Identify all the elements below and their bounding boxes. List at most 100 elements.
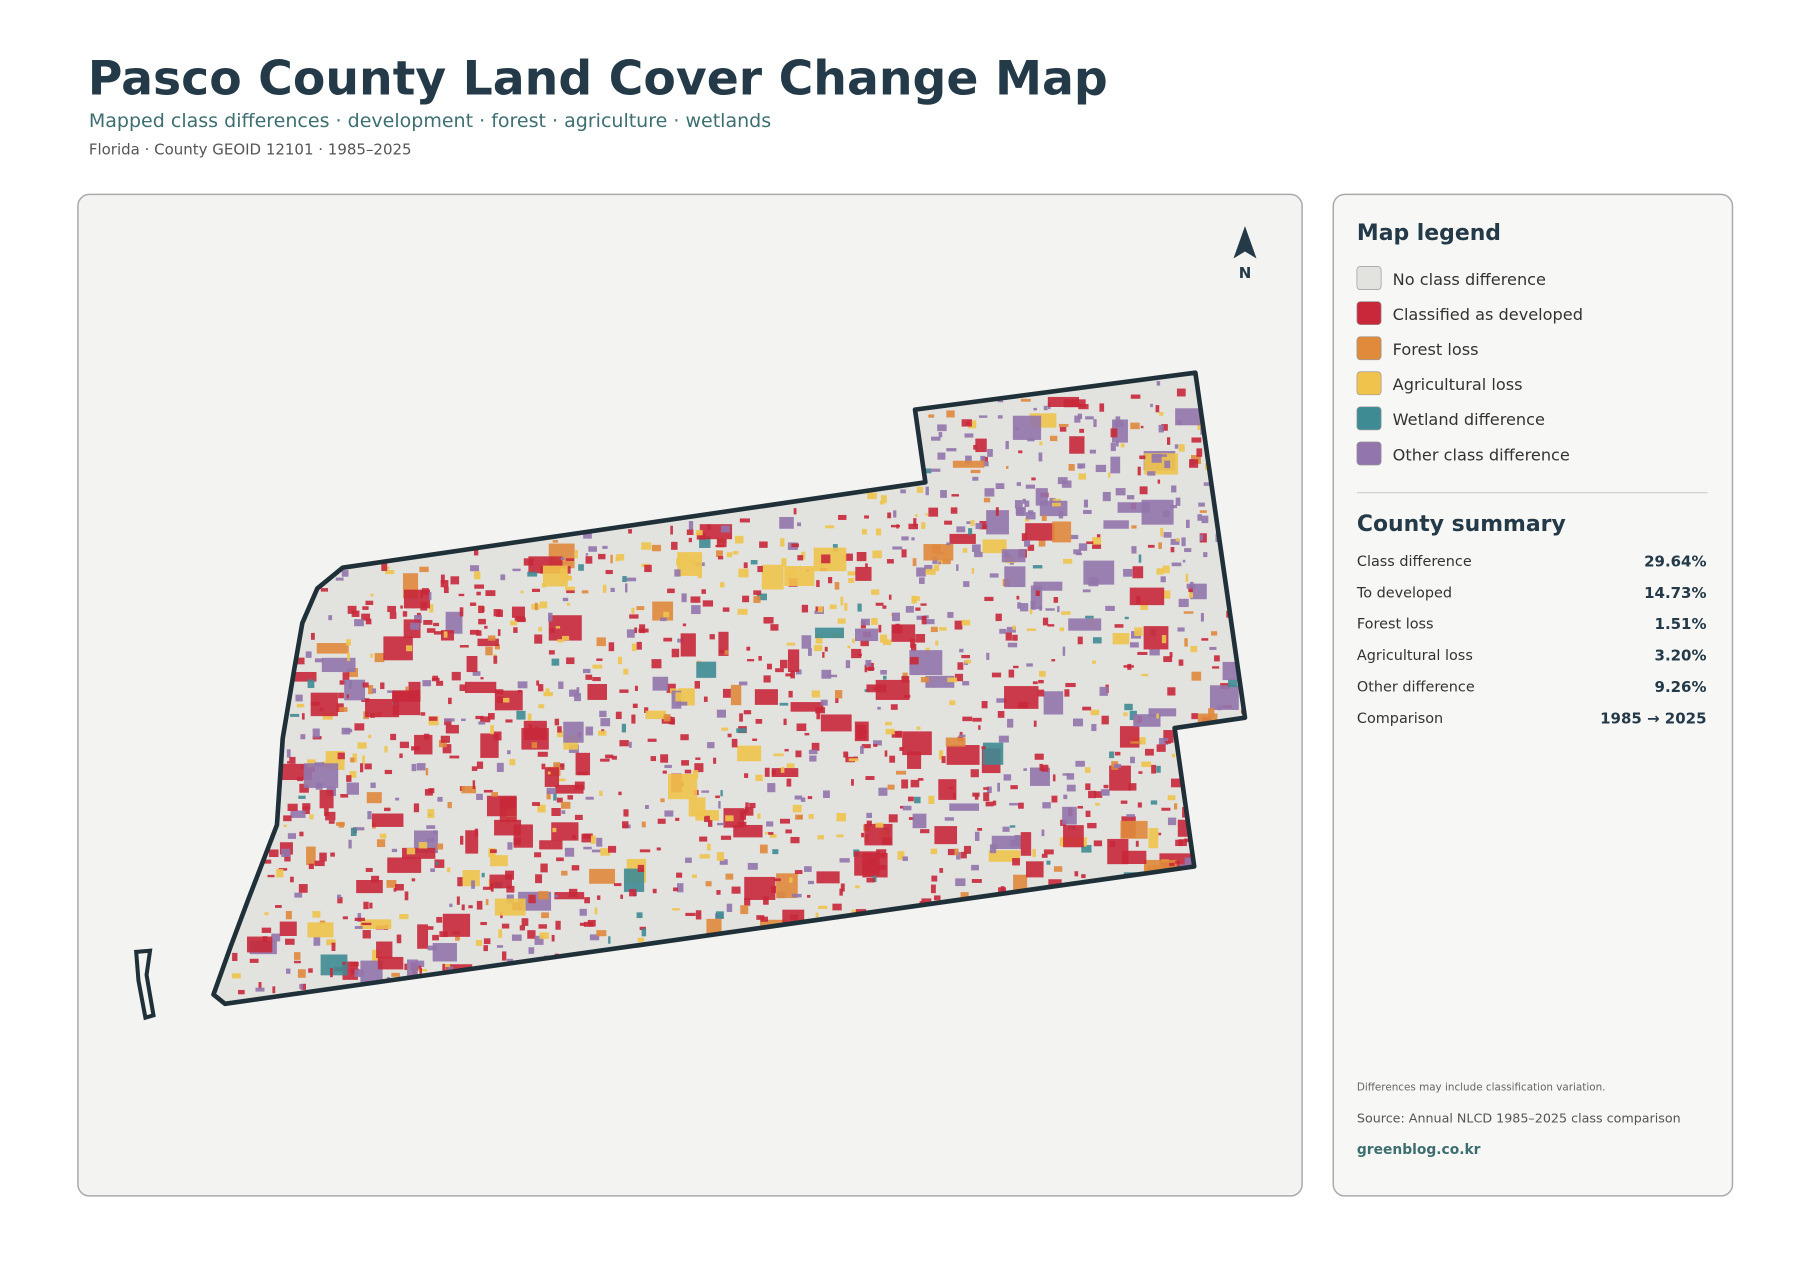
change-patch [1049,435,1058,442]
change-patch [964,659,972,664]
change-patch [885,728,895,735]
change-patch [997,415,1003,419]
change-patch [970,469,981,474]
change-patch [1010,839,1021,847]
change-patch [797,555,804,561]
change-patch [916,615,927,620]
change-patch [641,542,652,550]
change-patch [744,876,776,900]
change-patch [371,813,404,827]
change-patch [1087,822,1097,829]
change-patch [912,558,917,567]
change-patch [354,723,365,731]
change-patch [815,912,819,918]
change-patch [285,938,295,945]
change-patch [565,558,575,561]
legend-swatch [1356,441,1382,466]
change-patch [342,672,350,681]
change-patch [864,664,868,673]
change-patch [899,747,904,751]
change-patch [1085,416,1094,420]
change-patch [861,744,871,749]
change-patch [925,675,955,688]
change-patch [699,854,710,859]
change-patch [902,805,912,811]
change-patch [1132,566,1144,579]
change-patch [552,539,559,543]
change-patch [1090,709,1100,716]
change-patch [968,420,977,429]
change-patch [629,889,637,897]
change-patch [667,773,698,800]
change-patch [369,902,373,909]
change-patch [591,849,601,853]
change-patch [925,619,935,625]
change-patch [534,602,538,611]
change-patch [406,645,413,652]
change-patch [294,960,301,964]
change-patch [871,589,880,595]
change-patch [1039,441,1043,446]
change-patch [1114,763,1122,769]
change-patch [387,857,422,873]
legend: No class difference Classified as develop… [1356,266,1583,466]
change-patch [984,488,995,497]
change-patch [1004,566,1026,588]
change-patch [1173,803,1178,810]
change-patch [443,631,448,638]
change-patch [942,558,951,565]
change-patch [608,845,617,853]
change-patch [616,554,625,561]
change-patch [998,887,1007,895]
change-patch [563,721,584,743]
change-patch [820,699,828,706]
change-patch [739,518,750,523]
change-patch [428,788,435,794]
change-patch [657,818,666,824]
change-patch [950,507,958,514]
change-patch [368,685,374,695]
change-patch [534,852,542,858]
change-patch [547,771,551,775]
change-patch [791,543,799,548]
change-patch [736,728,747,733]
change-patch [1201,638,1209,641]
change-patch [680,633,696,657]
change-patch [297,657,305,665]
change-patch [611,755,617,760]
change-patch [590,835,596,844]
change-patch [879,634,888,643]
change-patch [483,938,491,945]
change-patch [664,810,674,817]
north-arrow [1233,226,1257,259]
change-patch [647,738,657,742]
change-patch [983,787,989,790]
change-patch [986,786,992,794]
change-patch [1114,751,1121,756]
change-patch [1043,691,1064,715]
change-patch [865,776,875,781]
change-patch [866,667,875,671]
change-patch [347,652,350,662]
change-patch [749,802,756,809]
change-patch [510,620,518,626]
change-patch [562,597,569,602]
change-patch [395,883,404,891]
change-patch [1197,514,1203,521]
change-patch [1043,849,1054,855]
change-patch [287,803,298,811]
change-patch [889,755,896,763]
change-patch [476,900,483,910]
change-patch [1108,472,1111,478]
change-patch [757,813,761,819]
change-patch [328,820,335,824]
change-patch [1151,453,1162,463]
change-patch [664,764,672,769]
change-patch [1171,485,1177,493]
change-patch [713,757,717,764]
change-patch [634,685,638,691]
change-patch [811,742,820,751]
change-patch [884,750,888,757]
change-patch [626,577,637,582]
change-patch [1156,713,1159,719]
